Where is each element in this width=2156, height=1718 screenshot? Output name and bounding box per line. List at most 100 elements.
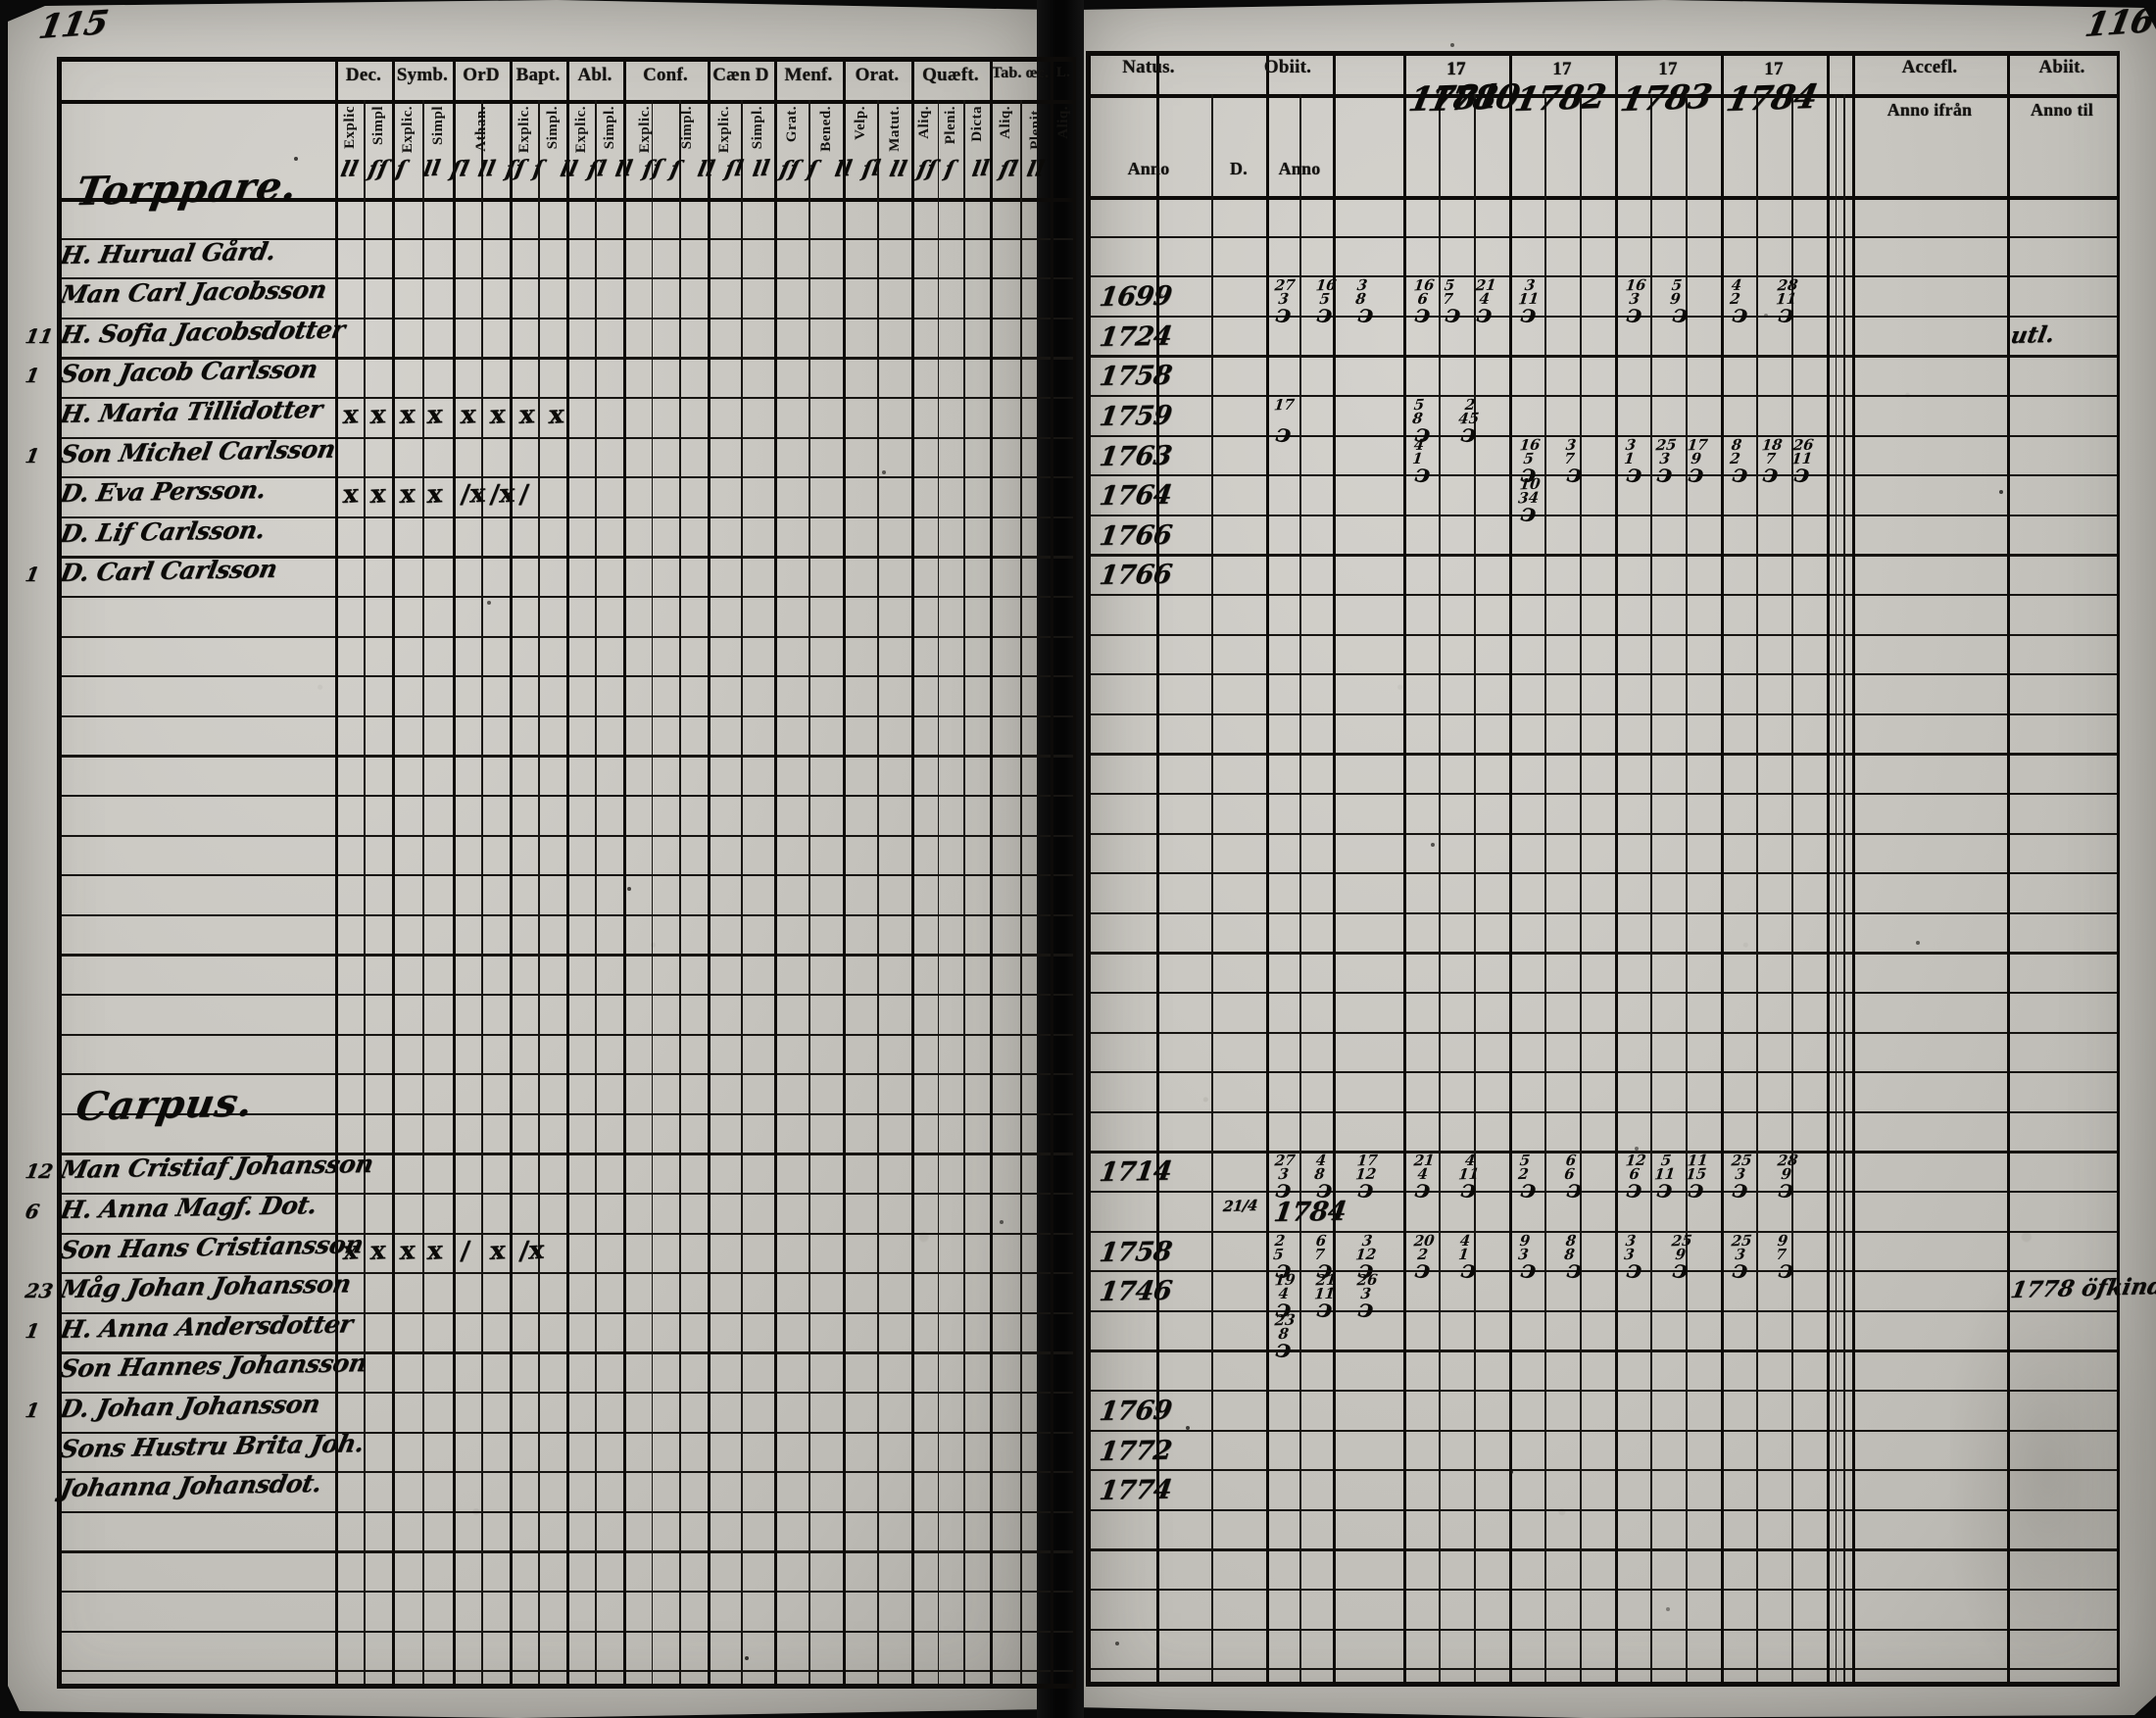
obiit-year: 1784 xyxy=(1272,1197,1348,1228)
section-heading-carpus: Carpus. xyxy=(73,1079,257,1130)
subheader-aliq: Aliq. xyxy=(916,106,933,139)
subheader-grat: Grat. xyxy=(784,106,801,142)
grid-rule-vertical xyxy=(1020,100,1022,1684)
subheader-simpl: Simpl. xyxy=(679,106,696,149)
natus-year: 1766 xyxy=(1098,520,1174,552)
person-name: H. Sofia Jacobsdotter xyxy=(58,315,347,349)
catechism-mark: / xyxy=(518,480,530,510)
grid-rule-vertical xyxy=(1843,94,1845,1682)
grid-rule-vertical xyxy=(843,57,846,1689)
grid-rule-horizontal xyxy=(1086,1270,2117,1272)
subheader-explic: Explic. xyxy=(516,106,533,153)
catechism-mark: x xyxy=(342,400,360,430)
header-tabc: Tab. œc. xyxy=(990,65,1051,82)
paper-speckle xyxy=(487,601,491,605)
header-symb: Symb. xyxy=(392,65,453,86)
handwritten-year-1784: 1784 xyxy=(1723,77,1820,120)
subheader-aliq: Aliq. xyxy=(998,106,1014,139)
natus-year: 1766 xyxy=(1098,560,1174,591)
grid-rule-vertical xyxy=(1791,94,1793,1682)
subheader-explic: Explic. xyxy=(637,106,654,153)
grid-rule-horizontal xyxy=(1086,912,2117,914)
grid-rule-horizontal xyxy=(57,100,1073,104)
person-name: Sons Hustru Brita Joh. xyxy=(58,1429,367,1463)
attendance-date: 17 xyxy=(1273,398,1295,413)
catechism-mark: x xyxy=(369,479,387,510)
catechism-mark: /x xyxy=(489,479,516,510)
grid-rule-horizontal xyxy=(57,755,1073,757)
grid-rule-vertical xyxy=(741,100,743,1684)
grid-rule-horizontal xyxy=(1086,355,2117,357)
grid-rule-horizontal xyxy=(1086,1310,2117,1312)
person-name: Son Michel Carlsson xyxy=(58,434,337,467)
header-natus: Natus. xyxy=(1086,57,1211,78)
catechism-mark: x xyxy=(369,400,387,430)
grid-rule-vertical xyxy=(1827,51,1830,1687)
header-accefl: Accefl. xyxy=(1852,57,2007,78)
catechism-mark: / xyxy=(460,1236,471,1265)
grid-rule-horizontal xyxy=(1086,554,2117,556)
grid-rule-vertical xyxy=(1580,94,1582,1682)
scanned-document-spread: 115 116 Dec. Explic Simpl Symb. Explic. Simpl… xyxy=(0,0,2156,1718)
grid-rule-vertical xyxy=(1474,94,1476,1682)
header-menf: Menf. xyxy=(774,65,843,86)
paper-speckle xyxy=(1431,843,1435,847)
header-cnd: Cæn D xyxy=(708,65,774,86)
handwritten-year-1782: 1782 xyxy=(1511,77,1608,120)
grid-rule-vertical xyxy=(1836,94,1838,1682)
grid-rule-vertical xyxy=(990,57,993,1689)
header-quft: Quæft. xyxy=(911,65,990,86)
paper-speckle xyxy=(1916,941,1920,945)
grid-rule-vertical xyxy=(1509,51,1512,1687)
person-name: H. Anna Magf. Dot. xyxy=(58,1191,319,1224)
paper-speckle xyxy=(882,470,886,474)
grid-rule-horizontal xyxy=(57,1631,1073,1633)
abiit-note: utl. xyxy=(2008,321,2056,349)
grid-rule-horizontal xyxy=(1086,594,2117,596)
header-bapt: Bapt. xyxy=(510,65,566,86)
grid-rule-horizontal xyxy=(1086,1151,2117,1153)
grid-rule-horizontal xyxy=(1086,872,2117,874)
grid-rule-vertical xyxy=(774,57,777,1689)
header-dec: Dec. xyxy=(335,65,392,86)
subheader-simpl: Simpl xyxy=(370,106,387,145)
catechism-mark: x xyxy=(369,1236,387,1266)
paper-speckle xyxy=(1666,1607,1670,1611)
natus-year: 1714 xyxy=(1098,1156,1174,1188)
grid-rule-horizontal xyxy=(57,1591,1073,1593)
handwritten-year-1783: 1783 xyxy=(1617,77,1714,120)
grid-rule-horizontal xyxy=(57,1034,1073,1036)
catechism-mark: x xyxy=(399,1236,416,1266)
subheader-matut: Matut. xyxy=(887,106,904,152)
grid-rule-horizontal xyxy=(57,57,1073,62)
catechism-mark: x xyxy=(460,400,477,430)
grid-rule-horizontal xyxy=(1086,1390,2117,1392)
catechism-mark: x xyxy=(426,400,444,430)
grid-rule-vertical xyxy=(1403,51,1406,1687)
header-ord: OrD xyxy=(453,65,510,86)
subheader-simpl: Simpl xyxy=(430,106,447,145)
grid-rule-horizontal xyxy=(57,1550,1073,1552)
grid-rule-horizontal xyxy=(57,596,1073,598)
grid-rule-vertical xyxy=(1721,51,1724,1687)
natus-year: 1758 xyxy=(1098,361,1174,392)
grid-rule-vertical xyxy=(1439,94,1441,1682)
grid-rule-horizontal xyxy=(57,835,1073,837)
grid-rule-vertical xyxy=(1086,51,1091,1687)
grid-rule-horizontal xyxy=(1086,1469,2117,1471)
grid-rule-vertical xyxy=(481,100,483,1684)
grid-rule-vertical xyxy=(1073,57,1076,1689)
person-name: D. Johan Johansson xyxy=(58,1390,322,1423)
grid-rule-vertical xyxy=(595,100,597,1684)
grid-rule-vertical xyxy=(1756,94,1758,1682)
subheader-velp: Velp. xyxy=(853,106,869,140)
grid-rule-vertical xyxy=(1686,94,1688,1682)
catechism-mark: x xyxy=(399,479,416,510)
grid-rule-horizontal xyxy=(57,636,1073,638)
folio-number-right: 116 xyxy=(2082,1,2156,45)
grid-rule-horizontal xyxy=(1086,395,2117,397)
natus-year: 1724 xyxy=(1098,321,1174,353)
grid-rule-horizontal xyxy=(1086,1071,2117,1073)
grid-rule-horizontal xyxy=(1086,316,2117,318)
grid-rule-horizontal xyxy=(1086,474,2117,476)
